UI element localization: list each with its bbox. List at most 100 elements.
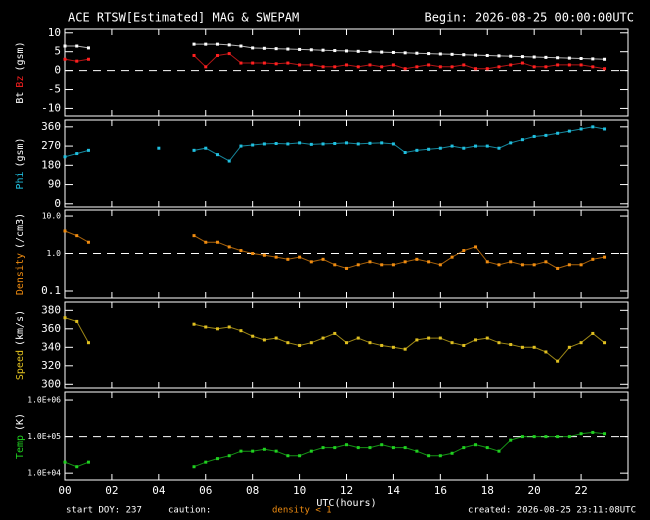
- data-point: [227, 52, 231, 56]
- data-point: [262, 61, 266, 65]
- data-point: [356, 336, 360, 340]
- caution-label: caution:: [168, 506, 211, 516]
- data-point: [509, 343, 513, 347]
- data-point: [520, 435, 524, 439]
- data-point: [321, 336, 325, 340]
- data-point: [497, 54, 501, 58]
- y-tick-label: -5: [48, 83, 61, 96]
- data-point: [368, 50, 372, 54]
- data-point: [520, 138, 524, 142]
- data-point: [567, 263, 571, 267]
- data-point: [462, 53, 466, 57]
- data-point: [75, 152, 79, 156]
- data-point: [556, 56, 560, 60]
- data-point: [603, 67, 607, 71]
- data-point: [345, 63, 348, 67]
- data-point: [63, 44, 67, 48]
- data-point: [204, 146, 208, 150]
- data-point: [215, 42, 219, 46]
- data-point: [579, 127, 583, 131]
- data-point: [415, 51, 419, 55]
- data-point: [368, 141, 372, 145]
- data-point: [520, 55, 524, 59]
- y-unit: (km/s): [15, 310, 26, 346]
- data-point: [286, 61, 290, 65]
- legend-entry: Phi: [15, 172, 26, 190]
- legend-entry: Speed: [15, 350, 26, 380]
- data-point: [556, 359, 560, 363]
- data-point: [603, 432, 607, 436]
- data-point: [192, 53, 196, 57]
- data-point: [345, 341, 348, 345]
- data-point: [474, 67, 478, 71]
- data-point: [509, 63, 513, 67]
- data-point: [391, 345, 395, 349]
- caution-note: density < 1: [272, 506, 332, 516]
- data-point: [403, 446, 407, 450]
- panel-frame: [64, 28, 629, 117]
- data-point: [298, 255, 302, 259]
- data-point: [497, 65, 501, 69]
- data-point: [415, 65, 419, 69]
- data-point: [227, 454, 231, 458]
- data-point: [567, 345, 571, 349]
- y-tick-label: 270: [41, 139, 61, 152]
- data-point: [403, 67, 407, 71]
- data-point: [298, 47, 302, 51]
- created-time: created: 2026-08-25 23:11:08UTC: [468, 506, 636, 516]
- data-point: [462, 146, 466, 150]
- data-point: [333, 49, 337, 53]
- data-point: [86, 240, 90, 244]
- y-tick-label: 380: [41, 303, 61, 316]
- series-line: [64, 317, 605, 362]
- data-point: [298, 141, 302, 145]
- data-point: [309, 63, 313, 67]
- x-tick-label: 22: [574, 484, 587, 497]
- data-point: [603, 341, 607, 345]
- data-point: [544, 435, 548, 439]
- y-unit: (/cm3): [15, 213, 26, 249]
- x-tick-label: 08: [246, 484, 259, 497]
- data-point: [520, 345, 524, 349]
- data-point: [544, 260, 548, 264]
- data-point: [556, 435, 560, 439]
- data-point: [262, 142, 266, 146]
- data-point: [438, 454, 442, 458]
- data-point: [427, 63, 431, 67]
- y-tick-label: 180: [41, 158, 61, 171]
- y-axis-label: Phi (gsm): [15, 137, 26, 189]
- data-point: [63, 155, 67, 159]
- data-point: [544, 65, 548, 69]
- data-point: [274, 142, 278, 146]
- start-doy: start DOY: 237: [66, 506, 142, 516]
- data-point: [204, 460, 208, 464]
- data-point: [403, 150, 407, 154]
- data-point: [251, 61, 255, 65]
- legend-entry: Bz: [15, 76, 26, 88]
- y-tick-label: 1.0: [47, 249, 62, 258]
- data-point: [474, 443, 478, 447]
- data-point: [192, 465, 196, 469]
- x-tick-label: 02: [105, 484, 118, 497]
- y-tick-label: 0: [54, 64, 61, 77]
- data-point: [438, 263, 442, 267]
- data-point: [333, 142, 337, 146]
- data-point: [579, 432, 583, 436]
- data-point: [192, 42, 196, 46]
- data-point: [368, 260, 372, 264]
- data-point: [63, 460, 67, 464]
- data-point: [380, 141, 384, 145]
- data-point: [309, 341, 313, 345]
- data-point: [591, 65, 595, 69]
- data-point: [403, 51, 407, 55]
- begin-time: Begin: 2026-08-25 00:00:00UTC: [424, 11, 634, 25]
- data-point: [415, 148, 419, 152]
- data-point: [215, 53, 219, 57]
- y-tick-label: 90: [48, 178, 61, 191]
- data-point: [427, 260, 431, 264]
- data-point: [75, 234, 79, 238]
- panel-frame: [64, 301, 629, 389]
- data-point: [239, 44, 243, 48]
- data-point: [63, 57, 67, 61]
- data-point: [603, 255, 607, 259]
